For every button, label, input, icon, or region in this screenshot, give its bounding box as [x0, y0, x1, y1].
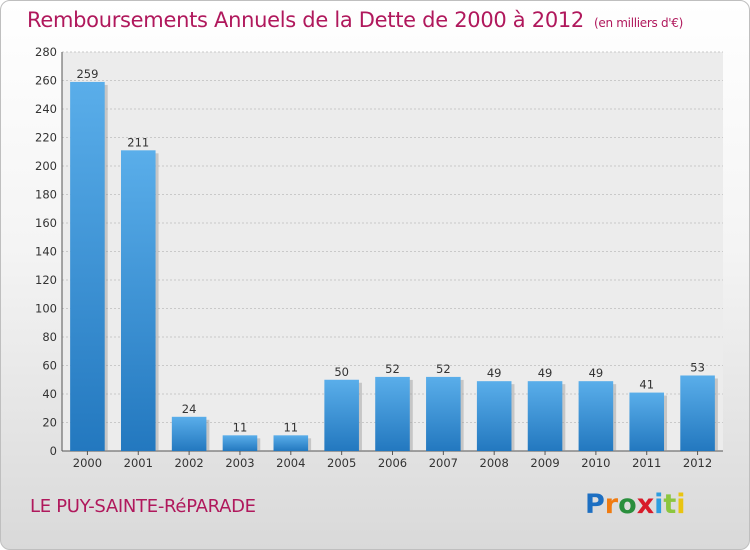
- bar: [629, 392, 665, 451]
- bar: [324, 379, 359, 451]
- bar-value-label: 24: [182, 402, 197, 416]
- y-tick-label: 180: [35, 188, 57, 202]
- y-tick-label: 200: [35, 159, 57, 173]
- bar: [578, 381, 614, 451]
- proxiti-logo: Proxiti: [585, 489, 686, 520]
- bar-value-label: 53: [690, 360, 705, 374]
- bar-value-label: 52: [385, 362, 400, 376]
- y-tick-label: 220: [35, 131, 57, 145]
- x-tick-label: 2011: [632, 456, 661, 470]
- commune-name: LE PUY-SAINTE-RéPARADE: [30, 496, 256, 517]
- bar-value-label: 259: [76, 67, 98, 81]
- x-tick-label: 2004: [276, 456, 305, 470]
- bar: [476, 381, 512, 451]
- x-tick-label: 2006: [378, 456, 407, 470]
- bar: [680, 375, 715, 451]
- bar-value-label: 49: [487, 366, 502, 380]
- chart-title: Remboursements Annuels de la Dette de 20…: [27, 8, 683, 32]
- x-tick-label: 2002: [174, 456, 203, 470]
- x-tick-label: 2012: [683, 456, 712, 470]
- x-tick-label: 2000: [73, 456, 102, 470]
- title-text: Remboursements Annuels de la Dette de 20…: [27, 8, 584, 32]
- title-unit: (en milliers d'€): [594, 16, 684, 30]
- y-tick-label: 60: [42, 359, 57, 373]
- bar-value-label: 211: [127, 135, 149, 149]
- x-tick-label: 2001: [124, 456, 153, 470]
- y-tick-label: 280: [35, 45, 57, 59]
- bar: [120, 150, 156, 451]
- bar-value-label: 50: [334, 365, 349, 379]
- x-tick-label: 2009: [530, 456, 559, 470]
- y-tick-label: 40: [42, 387, 57, 401]
- x-tick-label: 2007: [429, 456, 458, 470]
- y-tick-label: 160: [35, 216, 57, 230]
- bar-value-label: 49: [538, 366, 553, 380]
- y-tick-label: 20: [42, 416, 57, 430]
- y-tick-label: 120: [35, 273, 57, 287]
- bar: [527, 381, 563, 451]
- bar: [273, 435, 309, 451]
- bar: [222, 435, 258, 451]
- y-tick-label: 0: [50, 444, 57, 458]
- y-tick-label: 80: [42, 330, 57, 344]
- x-tick-label: 2010: [581, 456, 610, 470]
- bar-value-label: 11: [283, 420, 298, 434]
- y-tick-label: 240: [35, 102, 57, 116]
- bar-value-label: 49: [589, 366, 604, 380]
- bar: [70, 81, 105, 452]
- x-tick-label: 2003: [225, 456, 254, 470]
- bar: [171, 416, 207, 451]
- bar-value-label: 41: [639, 378, 654, 392]
- bar-value-label: 52: [436, 362, 451, 376]
- y-tick-label: 140: [35, 245, 57, 259]
- bar-value-label: 11: [233, 420, 248, 434]
- y-tick-label: 260: [35, 74, 57, 88]
- bar: [426, 376, 461, 451]
- y-tick-label: 100: [35, 302, 57, 316]
- x-tick-label: 2005: [327, 456, 356, 470]
- bar: [375, 376, 410, 451]
- x-tick-label: 2008: [480, 456, 509, 470]
